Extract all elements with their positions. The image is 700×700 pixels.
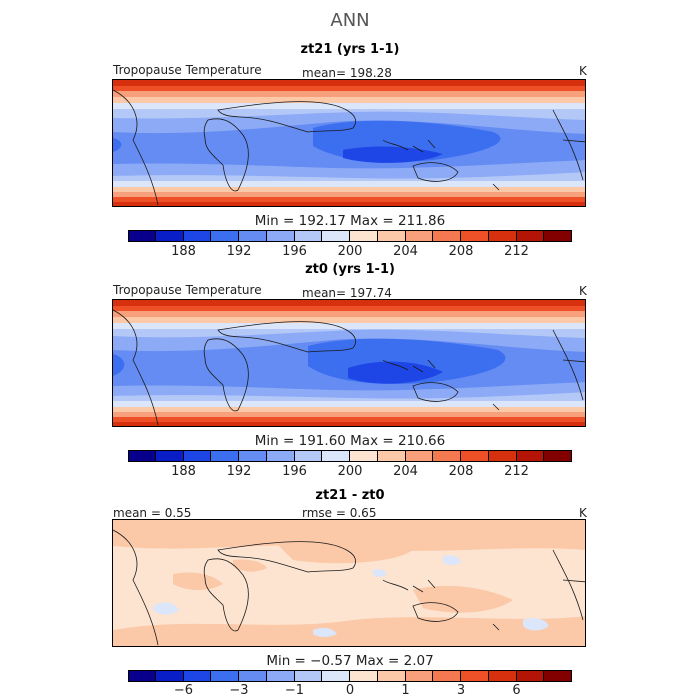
panel1-tick: 196 [282,244,307,259]
figure-title: ANN [330,10,370,31]
colorbar-cell [211,230,239,242]
panel2-map [112,299,586,427]
panel2-variable-label: Tropopause Temperature [113,283,262,297]
colorbar-cell [128,230,156,242]
colorbar-cell [322,670,350,682]
colorbar-cell [433,230,461,242]
panel3-subtitle: zt21 - zt0 [315,488,385,503]
panel3-tick: −6 [173,683,194,698]
colorbar-cell [461,230,489,242]
colorbar-cell [488,230,517,242]
panel1-tick: 208 [448,244,474,259]
panel2-unit-label: K [579,284,587,298]
panel1-tick: 192 [226,244,252,259]
colorbar-cell [377,670,406,682]
panel2-tick: 196 [282,464,307,479]
colorbar-cell [488,450,517,462]
colorbar-cell [266,670,295,682]
panel3-colorbar [128,670,572,682]
panel1-tick: 212 [504,244,529,259]
panel2-tick: 212 [504,464,529,479]
panel3-tick: 1 [401,683,410,698]
panel2-minmax: Min = 191.60 Max = 210.66 [254,433,446,449]
colorbar-cell [239,230,267,242]
colorbar-cell [405,230,434,242]
colorbar-cell [128,670,156,682]
colorbar-cell [239,670,267,682]
colorbar-cell [183,670,212,682]
panel3-mean-label: mean = 0.55 [113,506,192,520]
colorbar-cell [433,670,461,682]
colorbar-cell [377,230,406,242]
colorbar-cell [211,450,239,462]
colorbar-cell [294,670,323,682]
colorbar-cell [377,450,406,462]
panel1-subtitle: zt21 (yrs 1-1) [300,42,400,57]
colorbar-cell [350,450,378,462]
colorbar-cell [266,450,295,462]
colorbar-cell [183,230,212,242]
panel1-tick: 204 [393,244,418,259]
panel2-tick: 208 [448,464,474,479]
panel1-mean-label: mean= 198.28 [302,66,392,80]
colorbar-cell [294,230,323,242]
panel1-tick: 200 [337,244,363,259]
colorbar-cell [155,670,184,682]
panel1-unit-label: K [579,64,587,78]
panel3-tick: 3 [456,683,466,698]
colorbar-cell [516,230,545,242]
panel3-rmse-label: rmse = 0.65 [302,506,377,520]
panel1-variable-label: Tropopause Temperature [113,63,262,77]
colorbar-cell [322,450,350,462]
panel3-tick: 0 [345,683,355,698]
colorbar-cell [183,450,212,462]
colorbar-cell [211,670,239,682]
colorbar-cell [239,450,267,462]
colorbar-cell [516,450,545,462]
colorbar-cell [294,450,323,462]
colorbar-cell [350,230,378,242]
panel3-map [112,519,586,647]
panel1-colorbar [128,230,572,242]
colorbar-cell [516,670,545,682]
panel2-tick: 204 [393,464,418,479]
panel2-subtitle: zt0 (yrs 1-1) [305,262,395,277]
panel2-colorbar [128,450,572,462]
panel3-tick: −3 [229,683,249,698]
colorbar-cell [155,230,184,242]
panel1-minmax: Min = 192.17 Max = 211.86 [254,213,446,229]
colorbar-cell [322,230,350,242]
panel1-map [112,79,586,207]
panel2-tick: 200 [337,464,363,479]
panel1-tick: 188 [171,244,196,259]
colorbar-cell [405,670,434,682]
panel3-tick: 6 [512,683,521,698]
colorbar-cell [461,450,489,462]
panel2-mean-label: mean= 197.74 [302,286,392,300]
colorbar-cell [461,670,489,682]
panel3-minmax: Min = −0.57 Max = 2.07 [266,653,434,669]
colorbar-cell [488,670,517,682]
colorbar-cell [155,450,184,462]
panel3-tick: −1 [284,683,305,698]
panel2-tick: 188 [171,464,196,479]
colorbar-cell [405,450,434,462]
panel2-tick: 192 [226,464,252,479]
colorbar-cell [350,670,378,682]
colorbar-cell [266,230,295,242]
panel3-unit-label: K [579,506,587,520]
colorbar-cell [128,450,156,462]
colorbar-cell [433,450,461,462]
